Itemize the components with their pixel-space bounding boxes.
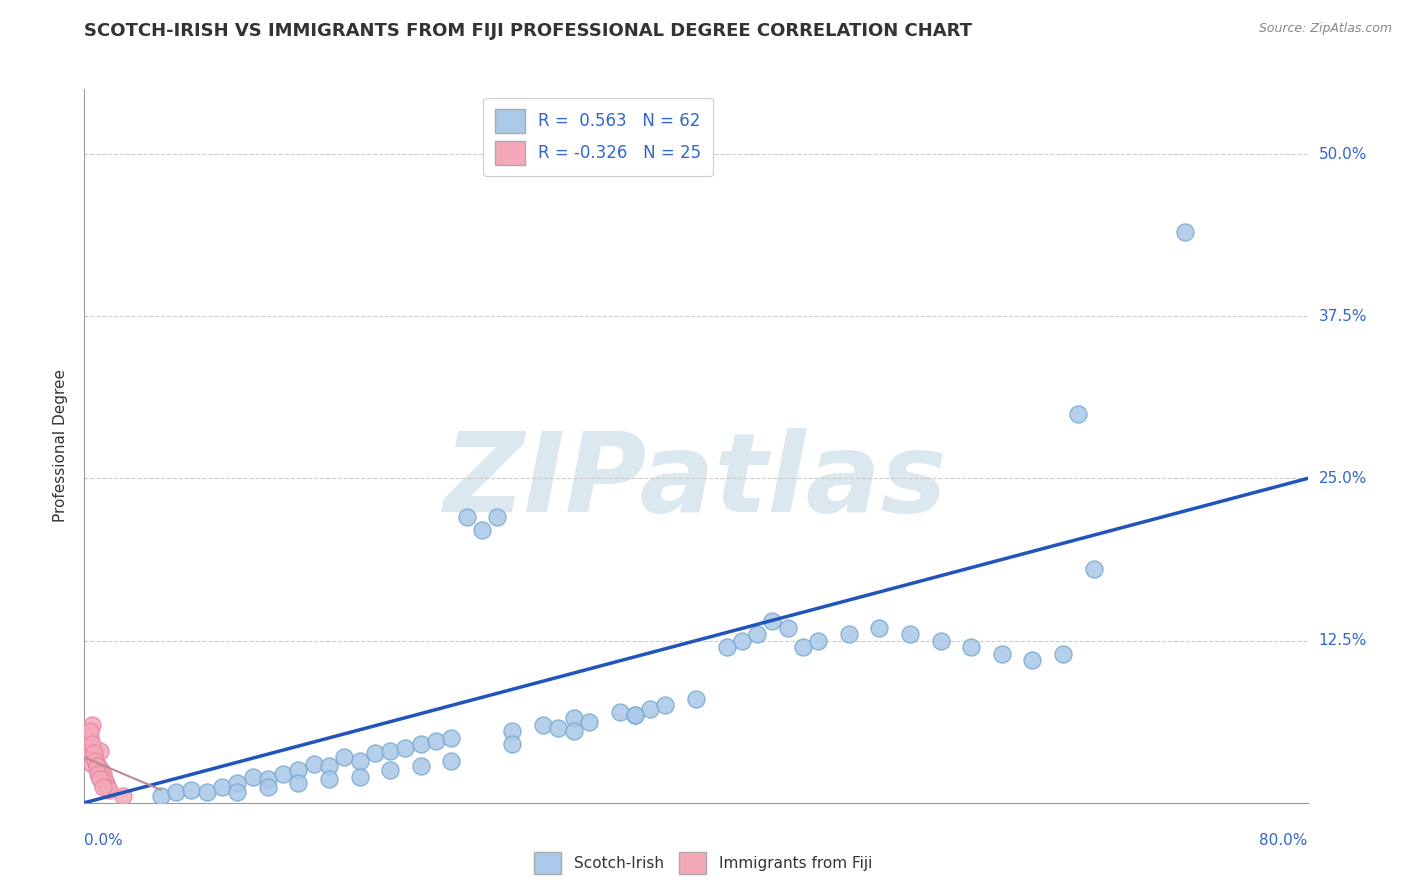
Text: 0.0%: 0.0% xyxy=(84,833,124,848)
Point xyxy=(165,785,187,799)
Point xyxy=(195,785,218,799)
Point xyxy=(91,767,114,781)
Point xyxy=(761,614,783,628)
Point xyxy=(242,770,264,784)
Text: Source: ZipAtlas.com: Source: ZipAtlas.com xyxy=(1258,22,1392,36)
Point xyxy=(471,524,494,538)
Point xyxy=(960,640,983,654)
Point xyxy=(502,724,524,739)
Text: 80.0%: 80.0% xyxy=(1260,833,1308,848)
Point xyxy=(80,756,103,771)
Point xyxy=(685,692,707,706)
Point xyxy=(409,738,432,752)
Point xyxy=(226,785,249,799)
Point xyxy=(302,756,325,771)
Point xyxy=(486,510,509,524)
Point xyxy=(562,724,585,739)
Point xyxy=(77,744,100,758)
Point xyxy=(562,711,585,725)
Legend: Scotch-Irish, Immigrants from Fiji: Scotch-Irish, Immigrants from Fiji xyxy=(527,846,879,880)
Point xyxy=(991,647,1014,661)
Point xyxy=(257,772,280,787)
Point xyxy=(80,718,103,732)
Point xyxy=(96,780,118,795)
Point xyxy=(149,789,172,804)
Point xyxy=(87,764,110,778)
Point xyxy=(609,705,631,719)
Point xyxy=(349,770,371,784)
Point xyxy=(792,640,814,654)
Point xyxy=(425,733,447,747)
Point xyxy=(747,627,769,641)
Point xyxy=(86,759,108,773)
Point xyxy=(364,747,387,761)
Point xyxy=(83,744,105,758)
Point xyxy=(80,738,103,752)
Point xyxy=(211,780,233,795)
Text: 50.0%: 50.0% xyxy=(1319,146,1367,161)
Point xyxy=(547,721,569,735)
Point xyxy=(87,767,110,781)
Point xyxy=(89,744,111,758)
Point xyxy=(111,789,134,804)
Point xyxy=(271,767,294,781)
Y-axis label: Professional Degree: Professional Degree xyxy=(53,369,69,523)
Point xyxy=(287,764,309,778)
Point xyxy=(654,698,676,713)
Point xyxy=(97,782,120,797)
Text: 12.5%: 12.5% xyxy=(1319,633,1367,648)
Text: 25.0%: 25.0% xyxy=(1319,471,1367,486)
Point xyxy=(180,782,202,797)
Point xyxy=(94,776,117,790)
Point xyxy=(898,627,921,641)
Point xyxy=(226,776,249,790)
Point xyxy=(531,718,554,732)
Point xyxy=(869,621,891,635)
Point xyxy=(257,780,280,795)
Point xyxy=(349,754,371,768)
Point xyxy=(91,780,114,795)
Point xyxy=(79,731,101,745)
Point xyxy=(380,744,402,758)
Point xyxy=(318,759,340,773)
Point xyxy=(807,633,830,648)
Point xyxy=(287,776,309,790)
Point xyxy=(89,772,111,787)
Point xyxy=(89,770,111,784)
Point xyxy=(456,510,478,524)
Text: ZIPatlas: ZIPatlas xyxy=(444,428,948,535)
Point xyxy=(333,750,356,764)
Point xyxy=(440,754,463,768)
Text: 37.5%: 37.5% xyxy=(1319,309,1367,324)
Point xyxy=(731,633,754,648)
Legend: R =  0.563   N = 62, R = -0.326   N = 25: R = 0.563 N = 62, R = -0.326 N = 25 xyxy=(484,97,713,177)
Point xyxy=(1052,647,1074,661)
Text: SCOTCH-IRISH VS IMMIGRANTS FROM FIJI PROFESSIONAL DEGREE CORRELATION CHART: SCOTCH-IRISH VS IMMIGRANTS FROM FIJI PRO… xyxy=(84,22,973,40)
Point xyxy=(440,731,463,745)
Point xyxy=(93,772,115,787)
Point xyxy=(380,764,402,778)
Point xyxy=(409,759,432,773)
Point xyxy=(776,621,799,635)
Point xyxy=(1174,225,1197,239)
Point xyxy=(84,750,107,764)
Point xyxy=(502,738,524,752)
Point xyxy=(394,741,416,756)
Point xyxy=(318,772,340,787)
Point xyxy=(86,756,108,771)
Point xyxy=(624,707,647,722)
Point xyxy=(90,764,112,778)
Point xyxy=(929,633,952,648)
Point xyxy=(1067,407,1090,421)
Point xyxy=(84,754,107,768)
Point xyxy=(716,640,738,654)
Point xyxy=(624,707,647,722)
Point xyxy=(1021,653,1043,667)
Point xyxy=(79,724,101,739)
Point xyxy=(838,627,860,641)
Point xyxy=(83,747,105,761)
Point xyxy=(578,715,600,730)
Point xyxy=(1083,562,1105,576)
Point xyxy=(638,702,661,716)
